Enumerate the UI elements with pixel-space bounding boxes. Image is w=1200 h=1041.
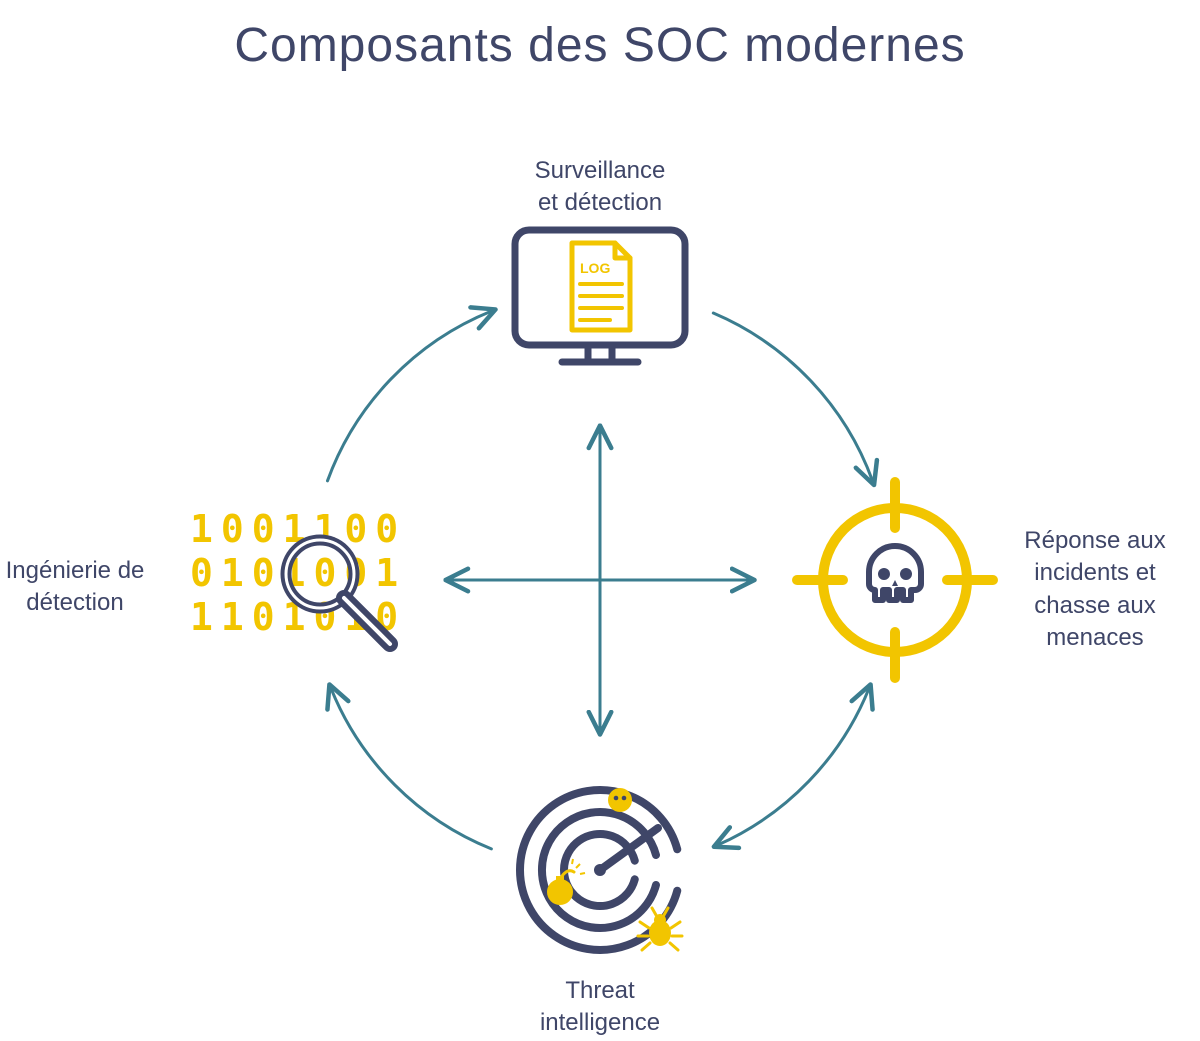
label-detection-eng: Ingénierie de détection bbox=[0, 555, 165, 620]
radar-threats-icon bbox=[495, 765, 705, 975]
binary-magnifier-icon: 100110001010011101010 bbox=[180, 480, 420, 680]
cycle-arc bbox=[713, 313, 872, 481]
cycle-arc bbox=[327, 311, 491, 481]
label-threat-intel: Threat intelligence bbox=[450, 975, 750, 1040]
log-text: LOG bbox=[580, 260, 610, 276]
cycle-arc bbox=[718, 689, 869, 845]
binary-row: 0101001 bbox=[190, 551, 406, 595]
label-surveillance: Surveillance et détection bbox=[450, 155, 750, 220]
crosshair-skull-icon bbox=[795, 480, 995, 680]
cycle-arc bbox=[331, 689, 491, 849]
diagram-stage: Composants des SOC modernes LOG bbox=[0, 0, 1200, 1041]
label-response: Réponse aux incidents et chasse aux mena… bbox=[990, 525, 1200, 655]
monitor-log-icon: LOG bbox=[500, 200, 700, 400]
